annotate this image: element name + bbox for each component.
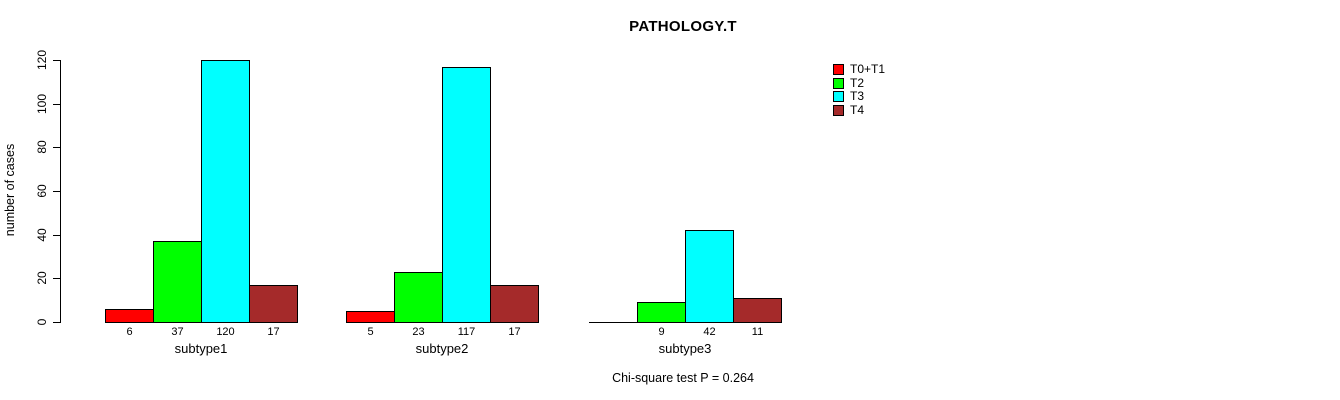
y-tick-mark — [53, 60, 60, 61]
y-axis-title: number of cases — [3, 143, 17, 237]
bar-t4-subtype3 — [733, 298, 782, 323]
legend-label: T2 — [850, 75, 865, 90]
legend-label: T4 — [850, 102, 865, 117]
bar-t3-subtype3 — [685, 230, 734, 323]
bar-value-label: 120 — [216, 326, 235, 338]
legend-item: T3 — [833, 90, 885, 104]
y-tick-label: 100 — [35, 93, 49, 115]
legend-swatch-icon — [833, 91, 844, 103]
legend-item: T2 — [833, 75, 885, 91]
y-tick-label: 80 — [35, 140, 49, 154]
legend-swatch-icon — [833, 104, 844, 116]
category-label-subtype3: subtype3 — [658, 341, 712, 356]
y-tick-label: 120 — [35, 49, 49, 71]
legend: T0+T1 T2 T3 T4 — [833, 63, 885, 117]
legend-swatch-icon — [833, 77, 844, 89]
y-axis-line — [60, 60, 61, 323]
legend-label: T3 — [850, 89, 865, 104]
bar-value-label: 117 — [457, 326, 476, 338]
legend-item: T0+T1 — [833, 63, 885, 77]
bar-value-label: 37 — [171, 326, 184, 338]
bar-value-label: 23 — [412, 326, 425, 338]
y-tick-mark — [53, 147, 60, 148]
bar-t3-subtype1 — [201, 60, 250, 323]
bar-value-label: 42 — [703, 326, 716, 338]
bar-t0t1-subtype1 — [105, 309, 154, 323]
bar-t2-subtype2 — [394, 272, 443, 323]
chi-square-note: Chi-square test P = 0.264 — [612, 371, 754, 385]
category-label-subtype1: subtype1 — [174, 341, 228, 356]
category-label-subtype2: subtype2 — [415, 341, 469, 356]
chart-title: PATHOLOGY.T — [629, 18, 737, 35]
y-tick-mark — [53, 235, 60, 236]
bar-value-label: 6 — [126, 326, 133, 338]
y-tick-label: 20 — [35, 271, 49, 285]
y-tick-mark — [53, 191, 60, 192]
bar-t0t1-subtype3 — [589, 322, 638, 323]
y-tick-label: 60 — [35, 184, 49, 198]
y-tick-label: 40 — [35, 228, 49, 242]
bar-t4-subtype2 — [490, 285, 539, 323]
bar-value-label: 17 — [508, 326, 521, 338]
bar-t2-subtype1 — [153, 241, 202, 323]
bar-value-label: 11 — [751, 326, 764, 338]
bar-t3-subtype2 — [442, 67, 491, 323]
legend-item: T4 — [833, 102, 885, 118]
y-tick-mark — [53, 278, 60, 279]
bar-value-label: 5 — [367, 326, 374, 338]
legend-swatch-icon — [833, 64, 844, 76]
bar-t2-subtype3 — [637, 302, 686, 323]
bar-value-label: 17 — [267, 326, 280, 338]
legend-label: T0+T1 — [850, 62, 886, 77]
y-tick-mark — [53, 322, 60, 323]
y-tick-label: 0 — [35, 318, 49, 326]
bar-value-label: 9 — [658, 326, 665, 338]
y-tick-mark — [53, 104, 60, 105]
bar-t4-subtype1 — [249, 285, 298, 323]
bar-t0t1-subtype2 — [346, 311, 395, 323]
